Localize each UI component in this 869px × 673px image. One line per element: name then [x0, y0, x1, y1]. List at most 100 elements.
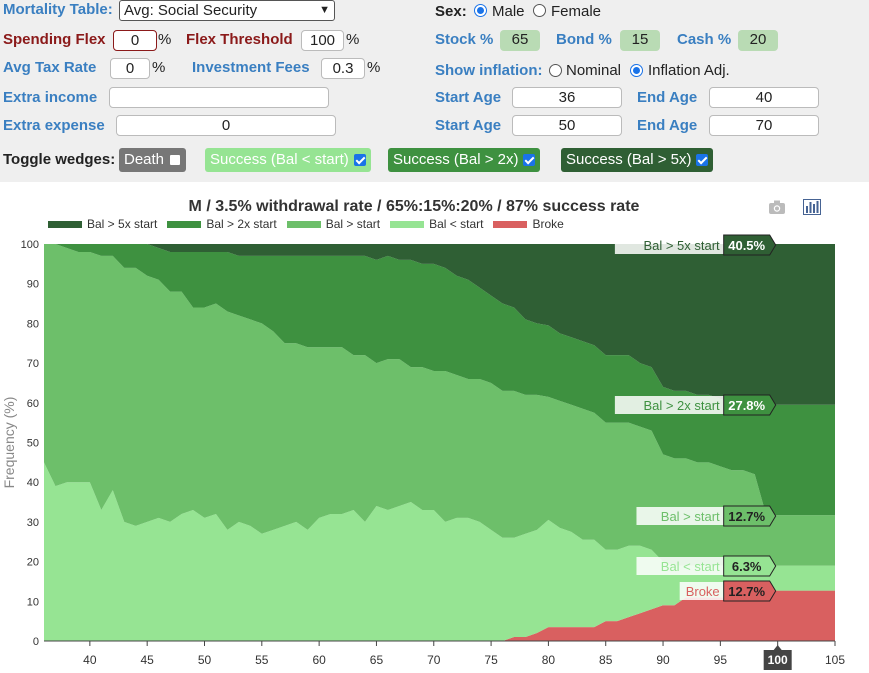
legend-label: Bal > start: [325, 217, 381, 231]
legend-label: Bal > 5x start: [87, 217, 158, 231]
hover-label-text: Bal < start: [661, 559, 720, 574]
inflation-nominal-label: Nominal: [566, 62, 622, 79]
y-tick-label: 10: [27, 596, 39, 608]
bond-input[interactable]: 15: [620, 30, 660, 51]
end-age-input-2[interactable]: 70: [709, 115, 819, 136]
hover-value-text: 12.7%: [728, 509, 765, 524]
sex-label: Sex:: [435, 3, 467, 20]
chart-legend: Bal > 5x start Bal > 2x start Bal > start B…: [48, 217, 564, 231]
flex-threshold-input[interactable]: 100: [301, 30, 344, 51]
end-age-label-2: End Age: [637, 117, 698, 134]
end-age-input-1[interactable]: 40: [709, 87, 819, 108]
x-tick-label: 85: [599, 653, 613, 667]
wedge-lt-start-toggle[interactable]: Success (Bal < start): [205, 148, 371, 172]
stock-input[interactable]: 65: [500, 30, 540, 51]
wedge-gt-2x-toggle[interactable]: Success (Bal > 2x): [388, 148, 541, 172]
wedge-gt-5x-checkbox[interactable]: [696, 154, 709, 166]
bar-chart-icon[interactable]: [803, 199, 821, 219]
wedge-gt-5x-label: Success (Bal > 5x): [566, 151, 692, 168]
y-axis-title: Frequency (%): [1, 397, 17, 489]
legend-item[interactable]: Bal > 2x start: [167, 217, 277, 231]
legend-swatch: [390, 220, 425, 228]
spending-flex-pct: %: [158, 31, 172, 48]
x-hover-pointer: [773, 645, 782, 650]
inflation-nominal-radio[interactable]: [549, 64, 562, 77]
legend-item[interactable]: Bal < start: [390, 217, 483, 231]
legend-label: Bal > 2x start: [206, 217, 277, 231]
x-tick-label: 45: [140, 653, 154, 667]
hover-value-box: [723, 234, 777, 256]
y-tick-label: 80: [27, 318, 39, 330]
x-tick-label: 95: [714, 653, 728, 667]
cash-label: Cash %: [677, 31, 732, 48]
area-bal-5x-start: [44, 244, 835, 407]
sex-female-radio[interactable]: [533, 4, 546, 17]
area-bal-start: [44, 462, 835, 641]
x-tick-label: 100: [768, 653, 788, 667]
x-hover-badge: [763, 650, 792, 670]
extra-expense-label: Extra expense: [3, 117, 105, 134]
x-tick-label: 55: [255, 653, 269, 667]
hover-label-bal-start: Bal < start 6.3%: [636, 555, 777, 577]
start-age-input-2[interactable]: 50: [512, 115, 622, 136]
wedge-gt-2x-label: Success (Bal > 2x): [393, 151, 519, 168]
avg-tax-input[interactable]: 0: [110, 58, 150, 79]
inflation-adj-label: Inflation Adj.: [648, 62, 730, 79]
hover-value-text: 40.5%: [728, 238, 765, 253]
x-tick-label: 105: [825, 653, 845, 667]
investment-fees-input[interactable]: 0.3: [321, 58, 365, 79]
flex-threshold-label: Flex Threshold: [186, 31, 293, 48]
end-age-label-1: End Age: [637, 89, 698, 106]
wedge-gt-2x-checkbox[interactable]: [523, 154, 536, 166]
inflation-adj-radio[interactable]: [630, 64, 643, 77]
wedge-death-toggle[interactable]: Death: [119, 148, 187, 172]
spending-flex-input[interactable]: 0: [113, 30, 157, 51]
avg-tax-label: Avg Tax Rate: [3, 59, 97, 76]
stock-label: Stock %: [435, 31, 494, 48]
legend-item[interactable]: Bal > start: [286, 217, 381, 231]
y-tick-label: 0: [33, 636, 39, 648]
x-tick-label: 90: [656, 653, 670, 667]
legend-item[interactable]: Bal > 5x start: [48, 217, 157, 231]
extra-income-input[interactable]: [109, 87, 329, 108]
legend-label: Broke: [532, 217, 564, 231]
show-inflation-label: Show inflation:: [435, 62, 543, 79]
camera-icon[interactable]: [768, 199, 786, 219]
x-tick-label: 70: [427, 653, 441, 667]
area-broke: [44, 590, 835, 641]
mortality-select[interactable]: Avg: Social Security ▼: [119, 0, 335, 21]
hover-label-bg: [614, 396, 724, 414]
legend-item[interactable]: Broke: [493, 217, 564, 231]
hover-label-text: Bal > 2x start: [643, 398, 720, 413]
cash-input[interactable]: 20: [738, 30, 778, 51]
wedge-gt-5x-toggle[interactable]: Success (Bal > 5x): [561, 148, 714, 172]
bond-label: Bond %: [556, 31, 612, 48]
toggle-wedges-label: Toggle wedges:: [3, 151, 116, 168]
spending-flex-label: Spending Flex: [3, 31, 106, 48]
hover-label-text: Broke: [686, 584, 720, 599]
legend-label: Bal < start: [429, 217, 484, 231]
area-bal-2x-start: [44, 244, 835, 516]
x-tick-label: 40: [83, 653, 97, 667]
x-tick-label: 50: [198, 653, 212, 667]
extra-expense-input[interactable]: 0: [116, 115, 336, 136]
investment-fees-pct: %: [367, 59, 381, 76]
y-tick-label: 20: [27, 557, 39, 569]
hover-label-bal-2x-start: Bal > 2x start 27.8%: [614, 394, 777, 416]
mortality-value: Avg: Social Security: [124, 2, 258, 19]
y-tick-label: 100: [21, 239, 39, 251]
investment-fees-label: Investment Fees: [192, 59, 310, 76]
wedge-lt-start-label: Success (Bal < start): [210, 151, 349, 168]
wedge-lt-start-checkbox[interactable]: [353, 154, 366, 166]
legend-swatch: [48, 220, 82, 228]
x-tick-label: 65: [370, 653, 384, 667]
sex-male-radio[interactable]: [474, 4, 487, 17]
area-chart: 0 10 20 30 40 50 60 70 80 90 100 40 45 50 55 60 65 70 75 80…: [1, 234, 845, 670]
hover-value-text: 12.7%: [728, 584, 765, 599]
start-age-input-1[interactable]: 36: [512, 87, 622, 108]
hover-label-bg: [636, 507, 724, 525]
hover-label-text: Bal > start: [661, 509, 720, 524]
wedge-death-checkbox[interactable]: [169, 154, 182, 166]
hover-value-box: [723, 580, 777, 602]
chevron-down-icon: ▼: [319, 4, 330, 16]
